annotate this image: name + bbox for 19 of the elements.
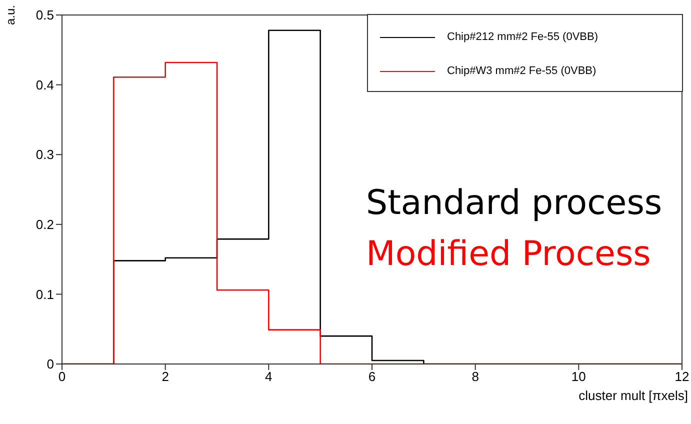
y-tick-label: 0.5: [36, 8, 54, 23]
x-axis-title: cluster mult [πxels]: [578, 388, 688, 403]
legend-label: Chip#W3 mm#2 Fe-55 (0VBB): [447, 65, 596, 77]
x-tick-label: 0: [58, 369, 66, 384]
y-tick-label: 0.4: [36, 77, 54, 92]
y-tick-label: 0.1: [36, 286, 54, 302]
x-tick-label: 8: [472, 369, 479, 384]
y-tick-label: 0.3: [36, 147, 54, 162]
annotation: Modified Process: [366, 234, 651, 274]
legend-label: Chip#212 mm#2 Fe-55 (0VBB): [447, 31, 598, 43]
x-tick-label: 6: [368, 369, 376, 384]
y-axis-title: a.u.: [4, 4, 18, 25]
x-tick-label: 2: [162, 369, 169, 384]
annotation: Standard process: [366, 183, 662, 223]
y-tick-label: 0: [46, 356, 54, 372]
y-tick-label: 0.2: [36, 217, 54, 232]
x-tick-label: 10: [571, 369, 586, 384]
x-tick-label: 12: [674, 369, 690, 384]
x-tick-label: 4: [265, 369, 272, 384]
